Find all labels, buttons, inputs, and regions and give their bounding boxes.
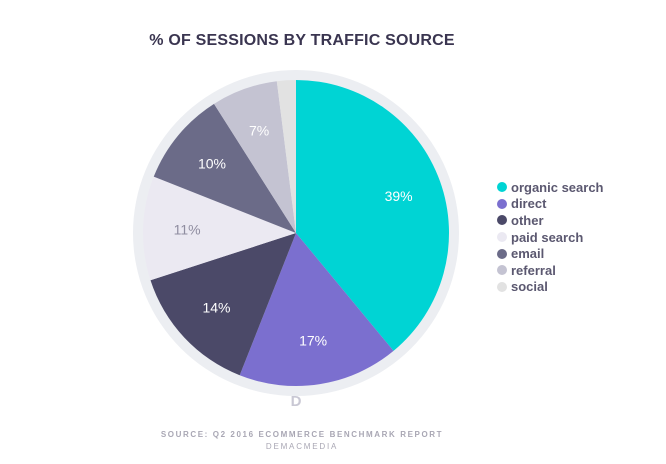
legend-label: organic search — [511, 179, 604, 195]
legend-item-other: other — [497, 212, 604, 229]
pie-value-label-paid-search: 11% — [174, 222, 201, 238]
pie-value-label-referral: 7% — [249, 122, 269, 138]
pie-slices — [142, 80, 450, 387]
legend-swatch — [497, 215, 507, 226]
legend-swatch — [497, 248, 507, 259]
pie-slice-social — [276, 80, 296, 233]
legend-item-email: email — [497, 245, 604, 262]
legend-swatch — [497, 182, 507, 193]
chart-legend: organic search direct other paid search emai… — [497, 179, 604, 295]
legend-item-paid-search: paid search — [497, 229, 604, 246]
legend-swatch — [497, 281, 507, 292]
pie-slice-organic-search — [296, 80, 450, 351]
source-note: SOURCE: Q2 2016 ECOMMERCE BENCHMARK REPO… — [160, 430, 444, 439]
legend-label: email — [511, 246, 545, 262]
legend-item-referral: referral — [497, 262, 604, 279]
legend-swatch — [497, 232, 507, 243]
pie-slice-other — [150, 233, 296, 376]
legend-label: paid search — [511, 229, 584, 245]
logo-mark: D — [291, 393, 302, 410]
legend-swatch — [497, 198, 507, 209]
pie-value-label-email: 10% — [198, 156, 226, 172]
pie-value-label-direct: 17% — [299, 333, 327, 349]
pie-chart: 39% 17% 14% 11% 10% 7% D — [133, 70, 459, 410]
legend-label: direct — [511, 196, 547, 212]
pie-slice-direct — [239, 233, 394, 387]
pie-value-labels: 39% 17% 14% 11% 10% 7% — [174, 122, 413, 348]
legend-label: referral — [511, 262, 556, 278]
pie-value-label-other: 14% — [202, 300, 230, 316]
pie-slice-email — [153, 103, 296, 233]
legend-item-social: social — [497, 279, 604, 296]
brand-name: DEMACMEDIA — [265, 442, 339, 451]
legend-item-organic-search: organic search — [497, 179, 604, 196]
pie-slice-referral — [214, 81, 296, 234]
chart-title: % OF SESSIONS BY TRAFFIC SOURCE — [149, 32, 455, 49]
legend-label: social — [511, 279, 548, 295]
pie-slice-paid-search — [142, 176, 296, 281]
legend-label: other — [511, 212, 544, 228]
pie-value-label-organic-search: 39% — [385, 188, 413, 204]
legend-swatch — [497, 265, 507, 276]
legend-item-direct: direct — [497, 196, 604, 213]
